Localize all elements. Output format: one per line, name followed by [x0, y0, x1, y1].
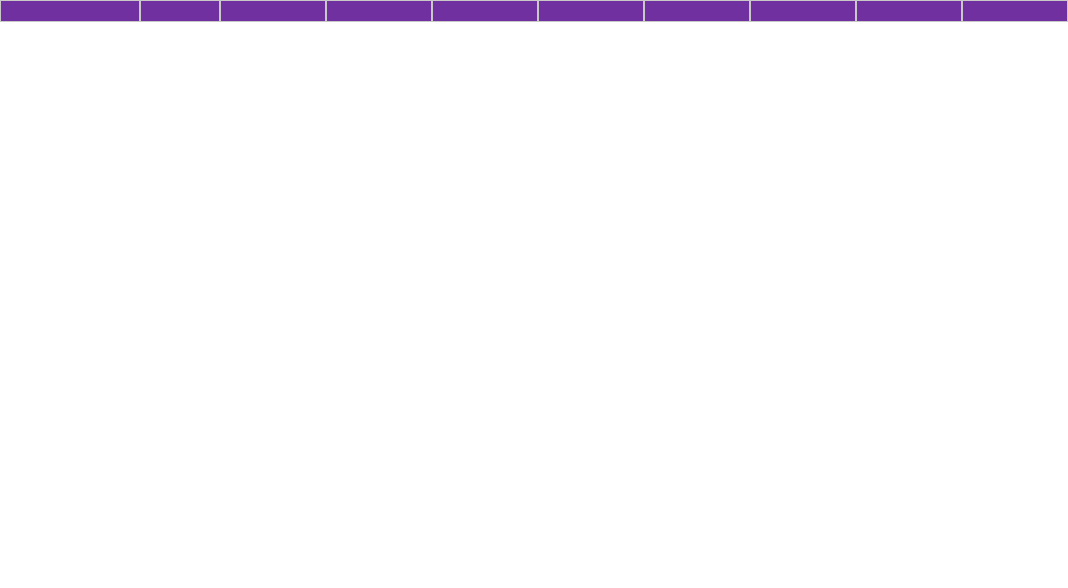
header-cell[interactable] — [220, 0, 326, 22]
header-cell[interactable] — [140, 0, 220, 22]
header-cell[interactable] — [432, 0, 538, 22]
header-cell[interactable] — [0, 0, 140, 22]
header-cell[interactable] — [856, 0, 962, 22]
header-cell[interactable] — [326, 0, 432, 22]
header-cell[interactable] — [538, 0, 644, 22]
header-cell[interactable] — [750, 0, 856, 22]
header-cell[interactable] — [644, 0, 750, 22]
header-cell[interactable] — [962, 0, 1068, 22]
